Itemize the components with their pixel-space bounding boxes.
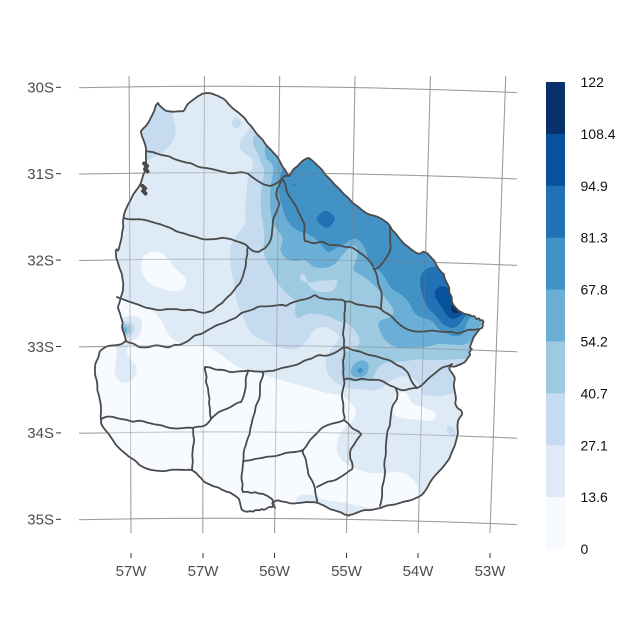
svg-text:27.1: 27.1	[581, 437, 608, 453]
svg-text:57W: 57W	[188, 563, 220, 580]
svg-text:31S: 31S	[27, 166, 54, 183]
svg-text:122: 122	[581, 74, 605, 90]
svg-text:56W: 56W	[259, 563, 291, 580]
svg-text:54W: 54W	[403, 563, 435, 580]
svg-text:40.7: 40.7	[581, 385, 608, 401]
svg-text:32S: 32S	[27, 252, 54, 269]
svg-text:0: 0	[581, 541, 589, 557]
svg-text:81.3: 81.3	[581, 230, 608, 246]
svg-text:34S: 34S	[27, 425, 54, 442]
svg-text:67.8: 67.8	[581, 282, 608, 298]
svg-text:35S: 35S	[27, 512, 54, 529]
svg-text:13.6: 13.6	[581, 489, 608, 505]
svg-text:53W: 53W	[475, 563, 507, 580]
svg-text:94.9: 94.9	[581, 178, 608, 194]
svg-text:30S: 30S	[27, 80, 54, 97]
svg-text:57W: 57W	[116, 563, 148, 580]
svg-text:54.2: 54.2	[581, 334, 608, 350]
svg-text:108.4: 108.4	[581, 126, 616, 142]
svg-text:55W: 55W	[331, 563, 363, 580]
svg-text:33S: 33S	[27, 339, 54, 356]
